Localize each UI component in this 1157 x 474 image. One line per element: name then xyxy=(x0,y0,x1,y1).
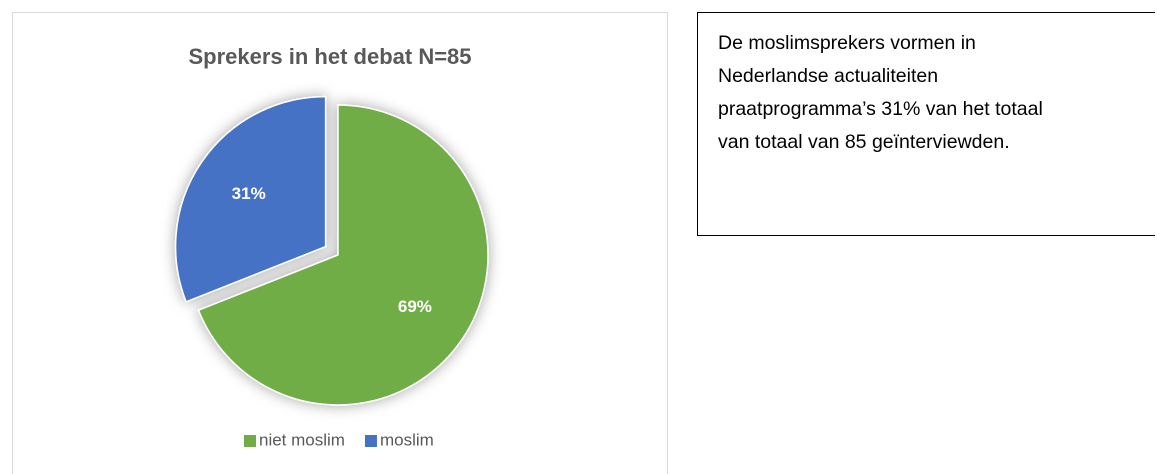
data-label: 31% xyxy=(232,184,266,203)
legend-label: niet moslim xyxy=(259,430,345,449)
pie-slice xyxy=(174,95,327,303)
data-label: 69% xyxy=(398,297,432,316)
text-box: De moslimsprekers vormen in Nederlandse … xyxy=(697,12,1155,236)
pie-labels: 69% 31% xyxy=(232,184,432,316)
pie-slice xyxy=(197,104,489,406)
legend-swatch xyxy=(364,435,377,447)
pie xyxy=(174,95,489,406)
chart-title: Sprekers in het debat N=85 xyxy=(188,44,471,69)
legend-swatch xyxy=(244,435,256,447)
legend: niet moslim moslim xyxy=(244,430,434,449)
text-box-text: De moslimsprekers vormen in Nederlandse … xyxy=(718,32,1043,153)
chart: Sprekers in het debat N=85 69% 31% niet m… xyxy=(12,12,668,474)
legend-label: moslim xyxy=(380,430,434,449)
